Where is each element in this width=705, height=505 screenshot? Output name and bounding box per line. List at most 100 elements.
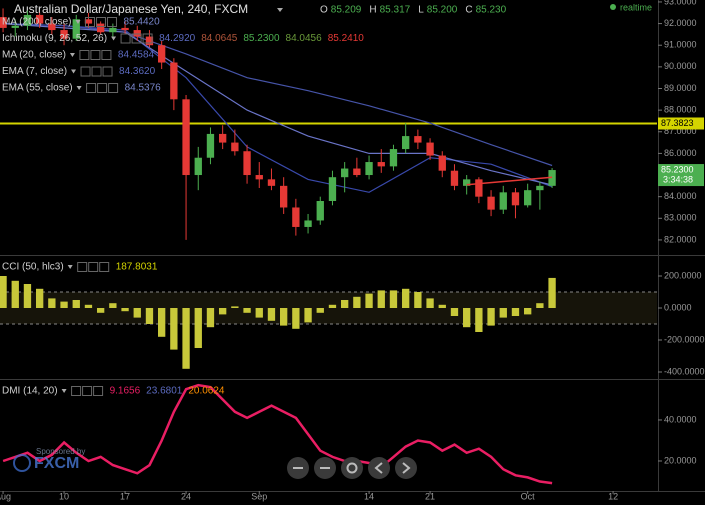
legend-menu xyxy=(61,389,67,393)
candle-body xyxy=(487,196,495,210)
candle-body xyxy=(109,27,117,33)
bar xyxy=(84,304,93,308)
candle-body xyxy=(206,133,215,158)
candle-body xyxy=(35,14,44,24)
legend-value: 85.2410 xyxy=(328,33,365,44)
x-tick-label: 17 xyxy=(120,491,130,501)
legend-button xyxy=(91,66,102,77)
y-tick-label: 89.0000 xyxy=(664,83,697,93)
status-dot xyxy=(610,4,616,10)
x-tick-label: 10 xyxy=(59,491,69,501)
candle-body xyxy=(84,19,93,24)
candle-body xyxy=(145,36,154,46)
bar xyxy=(0,276,7,308)
legend-value: 9.1656 xyxy=(110,386,141,397)
sponsor-brand: FXCM xyxy=(34,455,79,472)
legend-value: 84.3620 xyxy=(119,66,156,77)
candle-body xyxy=(365,162,373,176)
candle-body xyxy=(475,179,483,197)
candle-body xyxy=(133,30,141,37)
candle-body xyxy=(499,192,507,210)
bar xyxy=(426,298,434,308)
bar xyxy=(463,308,471,328)
candle-body xyxy=(438,155,446,171)
bar xyxy=(72,300,80,308)
y-tick-label: 84.0000 xyxy=(664,191,697,201)
ohlc-label: O xyxy=(320,5,328,16)
y-tick-label: -200.0000 xyxy=(664,334,705,344)
bar xyxy=(475,308,483,332)
x-tick-label: Oct xyxy=(521,491,536,501)
candle-body xyxy=(11,25,19,28)
legend-button xyxy=(79,50,90,60)
x-tick-label: Sep xyxy=(251,491,267,501)
legend-button xyxy=(88,262,99,272)
back-button[interactable] xyxy=(368,457,390,479)
legend-button xyxy=(82,386,93,396)
line xyxy=(2,383,553,485)
forward-button[interactable] xyxy=(395,457,417,479)
bar xyxy=(121,308,129,312)
bar xyxy=(133,308,141,318)
bar xyxy=(450,308,459,316)
candle-body xyxy=(23,14,32,26)
legend-button xyxy=(101,50,112,60)
countdown: 3:34:38 xyxy=(663,174,693,184)
legend-label: EMA (55, close) xyxy=(2,83,73,94)
candle-body xyxy=(292,207,300,227)
bar xyxy=(402,288,410,308)
legend-label: Ichimoku (9, 26, 52, 26) xyxy=(2,33,107,44)
ohlc-value: 85.209 xyxy=(331,5,362,16)
bar xyxy=(292,308,300,329)
candle-body xyxy=(182,99,190,176)
y-tick-label: 92.0000 xyxy=(664,18,697,28)
zoom-out-alt-button[interactable] xyxy=(314,457,336,479)
bar xyxy=(487,308,495,326)
legend-value: 85.4420 xyxy=(123,17,160,28)
bar xyxy=(341,300,349,308)
legend-button xyxy=(71,386,82,396)
legend-button xyxy=(99,262,110,272)
legend-button xyxy=(84,17,95,27)
reset-button[interactable] xyxy=(341,457,363,479)
legend-value: 187.8031 xyxy=(116,262,158,273)
bar xyxy=(389,290,398,308)
bar xyxy=(280,308,288,326)
bar xyxy=(145,308,154,324)
legend-menu xyxy=(75,20,81,24)
candle-body xyxy=(414,136,422,143)
candle-body xyxy=(96,23,105,33)
candle-body xyxy=(243,151,251,176)
x-tick-label: Aug xyxy=(0,491,11,501)
candle-body xyxy=(426,142,434,156)
bar xyxy=(499,308,507,318)
candle-body xyxy=(511,192,520,206)
legend-label: MA (20, close) xyxy=(2,50,66,61)
y-tick-label: 40.0000 xyxy=(664,414,697,424)
candle-body xyxy=(353,168,361,176)
ohlc-label: H xyxy=(369,5,376,16)
sponsor-icon xyxy=(13,454,31,472)
bar xyxy=(194,308,202,348)
legend-button xyxy=(131,33,142,44)
bar xyxy=(182,308,190,369)
sponsor-caption: Sponsored by xyxy=(36,447,85,456)
trendline xyxy=(466,176,553,186)
bar xyxy=(243,308,251,313)
legend-button xyxy=(120,33,131,44)
legend-menu xyxy=(111,36,117,41)
zoom-out-button[interactable] xyxy=(287,457,309,479)
bar xyxy=(60,301,68,308)
y-tick-label: 87.0000 xyxy=(664,126,697,136)
legend-label: MA (200, close) xyxy=(2,17,71,28)
bar xyxy=(353,296,361,308)
indicator-line xyxy=(3,23,553,167)
y-tick-label: 88.0000 xyxy=(664,104,697,114)
bar xyxy=(438,304,446,308)
legend-value: 84.5376 xyxy=(125,83,162,94)
candle-body xyxy=(121,27,129,31)
y-tick-label: 82.0000 xyxy=(664,234,697,244)
y-tick-label: 0.0000 xyxy=(664,302,692,312)
candle-body xyxy=(402,136,410,150)
candle-body xyxy=(304,220,312,227)
